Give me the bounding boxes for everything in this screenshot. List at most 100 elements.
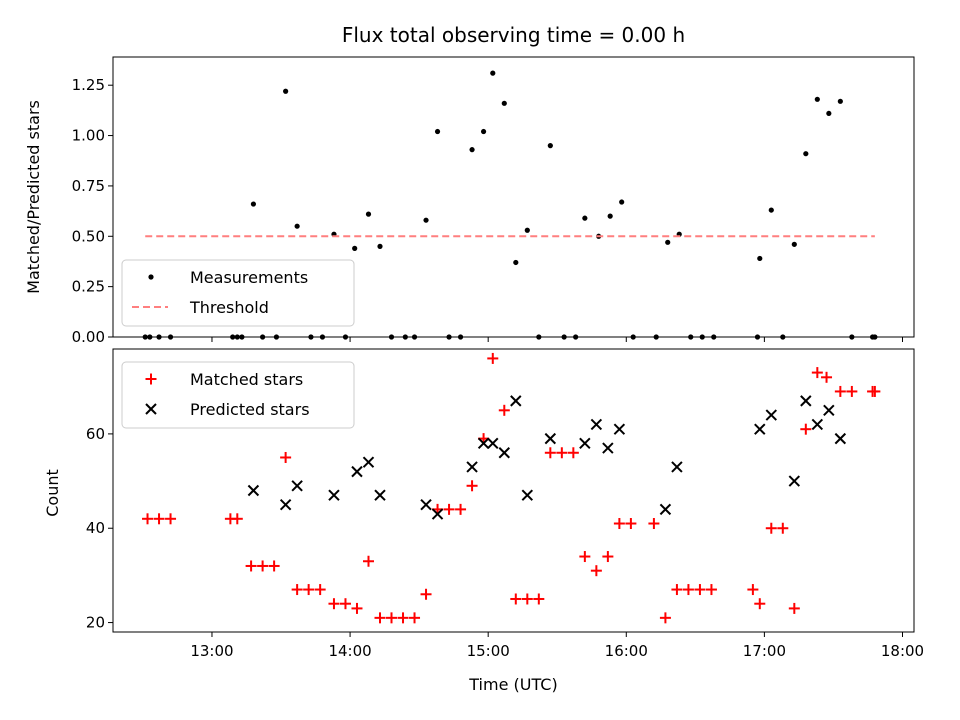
x-stroke-b <box>291 480 303 492</box>
bottom-panel: 13:00 14:00 15:00 16:00 17:00 18:00 20 40 60 Matc… <box>86 348 924 660</box>
x-stroke-b <box>579 437 591 450</box>
matched-stars-point <box>153 513 165 525</box>
measurement-point <box>501 100 507 106</box>
matched-stars-point <box>694 584 706 596</box>
x-stroke-b <box>800 395 812 407</box>
x-stroke-b <box>477 437 490 450</box>
x-stroke-b <box>823 404 835 417</box>
measurement-point <box>434 128 441 135</box>
matched-stars-point <box>834 385 846 397</box>
legend-label: Measurements <box>190 268 308 287</box>
matched-stars-point <box>800 423 812 435</box>
top-legend-box <box>121 259 355 327</box>
matched-stars-point <box>602 551 614 563</box>
matched-stars-point <box>590 565 602 577</box>
legend-label: Predicted stars <box>190 400 310 419</box>
bottom-legend-box <box>121 361 355 429</box>
matched-stars-point <box>544 447 556 459</box>
matched-stars-point <box>671 584 683 596</box>
measurement-point <box>582 215 588 221</box>
x-stroke-b <box>765 409 778 421</box>
x-stroke-b <box>362 456 375 468</box>
matched-stars-point <box>682 584 694 596</box>
predicted-stars-point <box>521 489 534 501</box>
predicted-stars-point <box>466 461 478 473</box>
predicted-stars-point <box>477 437 490 450</box>
predicted-stars-point <box>374 489 386 501</box>
matched-stars-point <box>579 551 591 563</box>
top-y-tick-label: 0.75 <box>72 177 105 195</box>
measurement-point <box>757 255 763 262</box>
predicted-stars-point <box>510 395 522 407</box>
predicted-stars-point <box>291 480 303 492</box>
x-stroke-b <box>613 423 626 435</box>
predicted-stars-point <box>800 395 812 407</box>
top-y-tick-label: 1.00 <box>72 127 105 145</box>
measurement-point <box>547 143 553 149</box>
predicted-stars-point <box>754 423 766 435</box>
chart-title: Flux total observing time = 0.00 h <box>342 23 685 47</box>
matched-stars-point <box>455 503 467 515</box>
measurement-point <box>826 110 832 117</box>
matched-stars-point <box>257 560 269 572</box>
top-y-tick-label: 0.50 <box>72 227 105 245</box>
measurement-point <box>490 70 496 76</box>
matched-stars-point <box>533 593 545 605</box>
matched-stars-point <box>567 447 579 459</box>
measurement-point <box>283 88 289 94</box>
matched-stars-point <box>648 518 660 530</box>
matched-stars-point <box>409 612 421 624</box>
predicted-stars-point <box>544 432 557 445</box>
matched-stars-point <box>339 598 351 610</box>
matched-stars-point <box>165 513 177 525</box>
x-stroke-b <box>754 423 766 435</box>
measurement-point <box>365 211 372 217</box>
x-tick-label: 14:00 <box>328 642 371 660</box>
top-y-tick-label: 0.25 <box>72 278 105 296</box>
matched-stars-point <box>231 513 243 525</box>
x-stroke-b <box>834 432 847 445</box>
x-stroke-b <box>788 475 801 487</box>
matched-stars-point <box>821 371 833 383</box>
x-stroke-b <box>374 489 386 501</box>
matched-stars-point <box>362 555 374 567</box>
matched-stars-point <box>613 518 625 530</box>
matched-stars-point <box>498 404 510 416</box>
matched-stars-point <box>142 513 154 525</box>
matched-stars-point <box>291 584 303 596</box>
predicted-stars-point <box>328 489 340 501</box>
matched-stars-point <box>374 612 386 624</box>
legend-x-b <box>145 403 157 415</box>
legend-label: Threshold <box>189 298 269 317</box>
predicted-stars-point <box>431 508 444 520</box>
top-axes-frame <box>112 56 915 338</box>
matched-stars-point <box>705 584 717 596</box>
predicted-stars-point <box>420 498 432 511</box>
matched-stars-point <box>280 451 292 463</box>
matched-stars-point <box>351 602 363 614</box>
matched-stars-point <box>811 367 823 379</box>
bottom-axes-frame <box>112 348 915 633</box>
bottom-y-tick-label: 60 <box>86 425 105 443</box>
x-stroke-b <box>431 508 444 520</box>
predicted-stars-point <box>671 461 683 473</box>
predicted-stars-point <box>811 418 824 431</box>
predicted-stars-point <box>765 409 778 421</box>
x-stroke-b <box>351 465 363 478</box>
matched-stars-point <box>487 352 499 364</box>
measurement-point <box>352 245 358 251</box>
x-tick-label: 13:00 <box>190 642 233 660</box>
top-legend-item: Measurements <box>148 268 308 287</box>
x-tick-label: 17:00 <box>743 642 786 660</box>
matched-stars-point <box>869 385 881 397</box>
measurement-point <box>513 259 519 266</box>
measurement-point <box>469 147 475 153</box>
measurement-point <box>619 199 625 205</box>
matched-stars-point <box>386 612 398 624</box>
predicted-stars-point <box>487 437 499 450</box>
predicted-stars-point <box>351 465 363 478</box>
measurement-point <box>480 128 487 135</box>
top-y-tick-label: 0.00 <box>72 328 105 346</box>
x-stroke-b <box>487 437 499 450</box>
